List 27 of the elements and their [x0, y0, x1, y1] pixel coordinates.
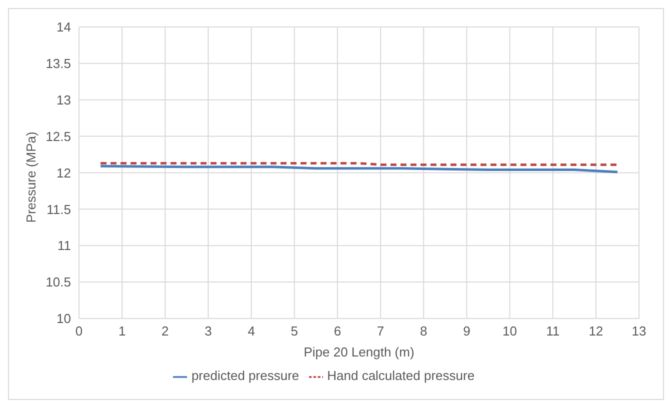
y-tick-label: 13.5: [46, 56, 71, 72]
y-tick-label: 12: [56, 165, 71, 180]
x-tick-label: 10: [502, 324, 518, 339]
x-tick-label: 2: [162, 324, 169, 339]
y-tick-label: 11.5: [46, 202, 71, 217]
legend-label: predicted pressure: [191, 368, 300, 384]
y-tick-label: 10: [56, 311, 71, 326]
y-tick-label: 13: [56, 92, 71, 108]
x-tick-label: 0: [75, 324, 83, 339]
x-tick-label: 12: [588, 324, 604, 339]
y-axis-title: Pressure (MPa): [24, 132, 39, 223]
y-tick-label: 14: [56, 20, 71, 35]
legend-label: Hand calculated pressure: [327, 368, 475, 384]
x-tick-label: 3: [204, 324, 212, 339]
x-tick-label: 7: [376, 324, 384, 339]
x-tick-label: 9: [463, 324, 470, 339]
y-tick-label: 12.5: [46, 128, 71, 144]
y-tick-label: 11: [58, 238, 71, 254]
x-axis-title: Pipe 20 Length (m): [304, 344, 414, 360]
x-tick-label: 4: [248, 324, 255, 339]
x-tick-label: 8: [420, 324, 428, 339]
x-tick-label: 5: [290, 324, 298, 339]
x-tick-label: 6: [334, 324, 342, 339]
x-tick-label: 11: [546, 324, 560, 339]
x-tick-label: 1: [118, 324, 126, 339]
y-tick-label: 10.5: [46, 274, 71, 290]
x-tick-label: 13: [632, 324, 646, 339]
